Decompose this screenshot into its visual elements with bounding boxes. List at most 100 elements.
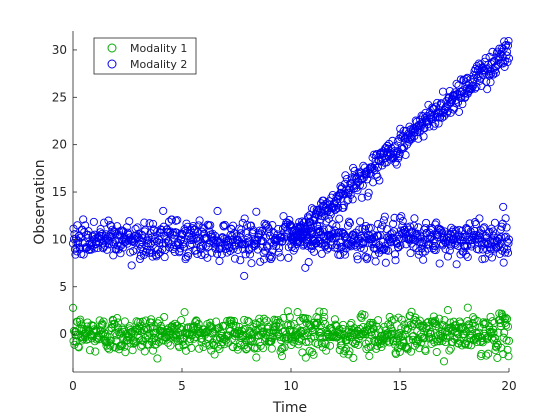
point-modality-2 [395, 214, 404, 223]
point-modality-2 [384, 246, 393, 255]
point-modality-2 [274, 248, 283, 257]
point-modality-2 [266, 251, 275, 260]
point-modality-2 [315, 222, 324, 231]
point-modality-2 [215, 256, 224, 266]
point-modality-2 [401, 150, 410, 159]
point-modality-1 [316, 321, 325, 330]
point-modality-2 [239, 245, 248, 254]
point-modality-2 [410, 214, 419, 223]
point-modality-2 [277, 232, 286, 241]
point-modality-1 [397, 315, 406, 324]
point-modality-2 [441, 102, 450, 112]
point-modality-1 [229, 316, 239, 326]
point-modality-1 [389, 337, 398, 346]
point-modality-2 [431, 246, 440, 255]
y-tick-label: 15 [52, 185, 67, 199]
point-modality-2 [247, 259, 256, 268]
point-modality-1 [415, 316, 424, 325]
point-modality-1 [492, 343, 501, 352]
point-modality-1 [360, 310, 369, 320]
legend-label-modality-2: Modality 2 [130, 58, 187, 71]
point-modality-2 [390, 250, 400, 259]
point-modality-2 [73, 221, 82, 230]
point-modality-1 [120, 317, 129, 326]
point-modality-1 [452, 324, 461, 333]
point-modality-2 [172, 228, 181, 237]
point-modality-2 [145, 219, 154, 228]
point-modality-2 [93, 243, 102, 253]
point-modality-2 [251, 240, 260, 249]
point-modality-2 [452, 260, 461, 269]
point-modality-2 [280, 232, 289, 241]
point-modality-1 [76, 315, 85, 324]
point-modality-2 [503, 248, 513, 257]
y-tick-label: 20 [52, 138, 67, 152]
point-modality-2 [361, 252, 370, 261]
point-modality-2 [497, 233, 506, 242]
y-tick-label: 10 [52, 232, 67, 246]
point-modality-2 [452, 79, 461, 88]
point-modality-1 [409, 331, 418, 341]
point-modality-2 [160, 253, 169, 262]
point-modality-1 [177, 316, 186, 325]
point-modality-2 [174, 240, 183, 249]
point-modality-2 [485, 71, 494, 80]
point-modality-1 [432, 347, 441, 357]
x-tick-label: 15 [392, 379, 407, 393]
point-modality-1 [493, 353, 502, 362]
point-modality-2 [454, 107, 464, 116]
point-modality-1 [354, 340, 363, 349]
point-modality-2 [317, 249, 326, 258]
point-modality-2 [463, 253, 472, 262]
y-tick-label: 0 [59, 327, 67, 341]
point-modality-2 [447, 223, 456, 232]
point-modality-1 [91, 347, 100, 356]
point-modality-2 [501, 214, 510, 223]
point-modality-1 [400, 330, 409, 339]
point-modality-1 [322, 346, 331, 355]
point-modality-1 [205, 321, 214, 330]
point-modality-1 [442, 328, 451, 337]
point-modality-2 [487, 253, 497, 262]
point-modality-1 [301, 353, 310, 362]
point-modality-1 [194, 319, 203, 328]
point-modality-2 [131, 224, 140, 233]
point-modality-1 [109, 316, 118, 325]
point-modality-2 [488, 47, 497, 56]
legend: Modality 1 Modality 2 [93, 37, 197, 75]
point-modality-2 [206, 221, 215, 230]
point-modality-1 [164, 338, 173, 347]
point-modality-2 [268, 221, 277, 230]
point-modality-2 [419, 255, 428, 264]
point-modality-1 [362, 344, 371, 354]
point-modality-2 [164, 238, 173, 247]
point-modality-1 [206, 318, 215, 327]
point-modality-2 [380, 212, 389, 221]
point-modality-1 [260, 314, 269, 323]
point-modality-1 [103, 343, 112, 353]
point-modality-2 [84, 227, 93, 236]
point-modality-1 [372, 322, 381, 331]
point-modality-1 [155, 316, 164, 325]
point-modality-1 [503, 322, 513, 331]
point-modality-1 [394, 332, 403, 341]
point-modality-2 [276, 253, 285, 262]
point-modality-1 [429, 312, 438, 321]
point-modality-2 [478, 245, 487, 254]
point-modality-2 [445, 246, 454, 255]
point-modality-2 [436, 225, 445, 234]
point-modality-1 [385, 312, 394, 322]
point-modality-1 [345, 347, 354, 356]
point-modality-1 [170, 319, 179, 328]
point-modality-2 [472, 83, 481, 92]
point-modality-1 [445, 346, 454, 355]
point-modality-2 [353, 186, 362, 195]
point-modality-2 [173, 216, 182, 225]
point-modality-2 [181, 253, 191, 262]
point-modality-1 [443, 306, 452, 315]
point-modality-1 [221, 336, 230, 345]
point-modality-2 [285, 215, 294, 225]
point-modality-1 [298, 348, 307, 357]
point-modality-2 [457, 93, 466, 102]
point-modality-2 [337, 238, 346, 247]
